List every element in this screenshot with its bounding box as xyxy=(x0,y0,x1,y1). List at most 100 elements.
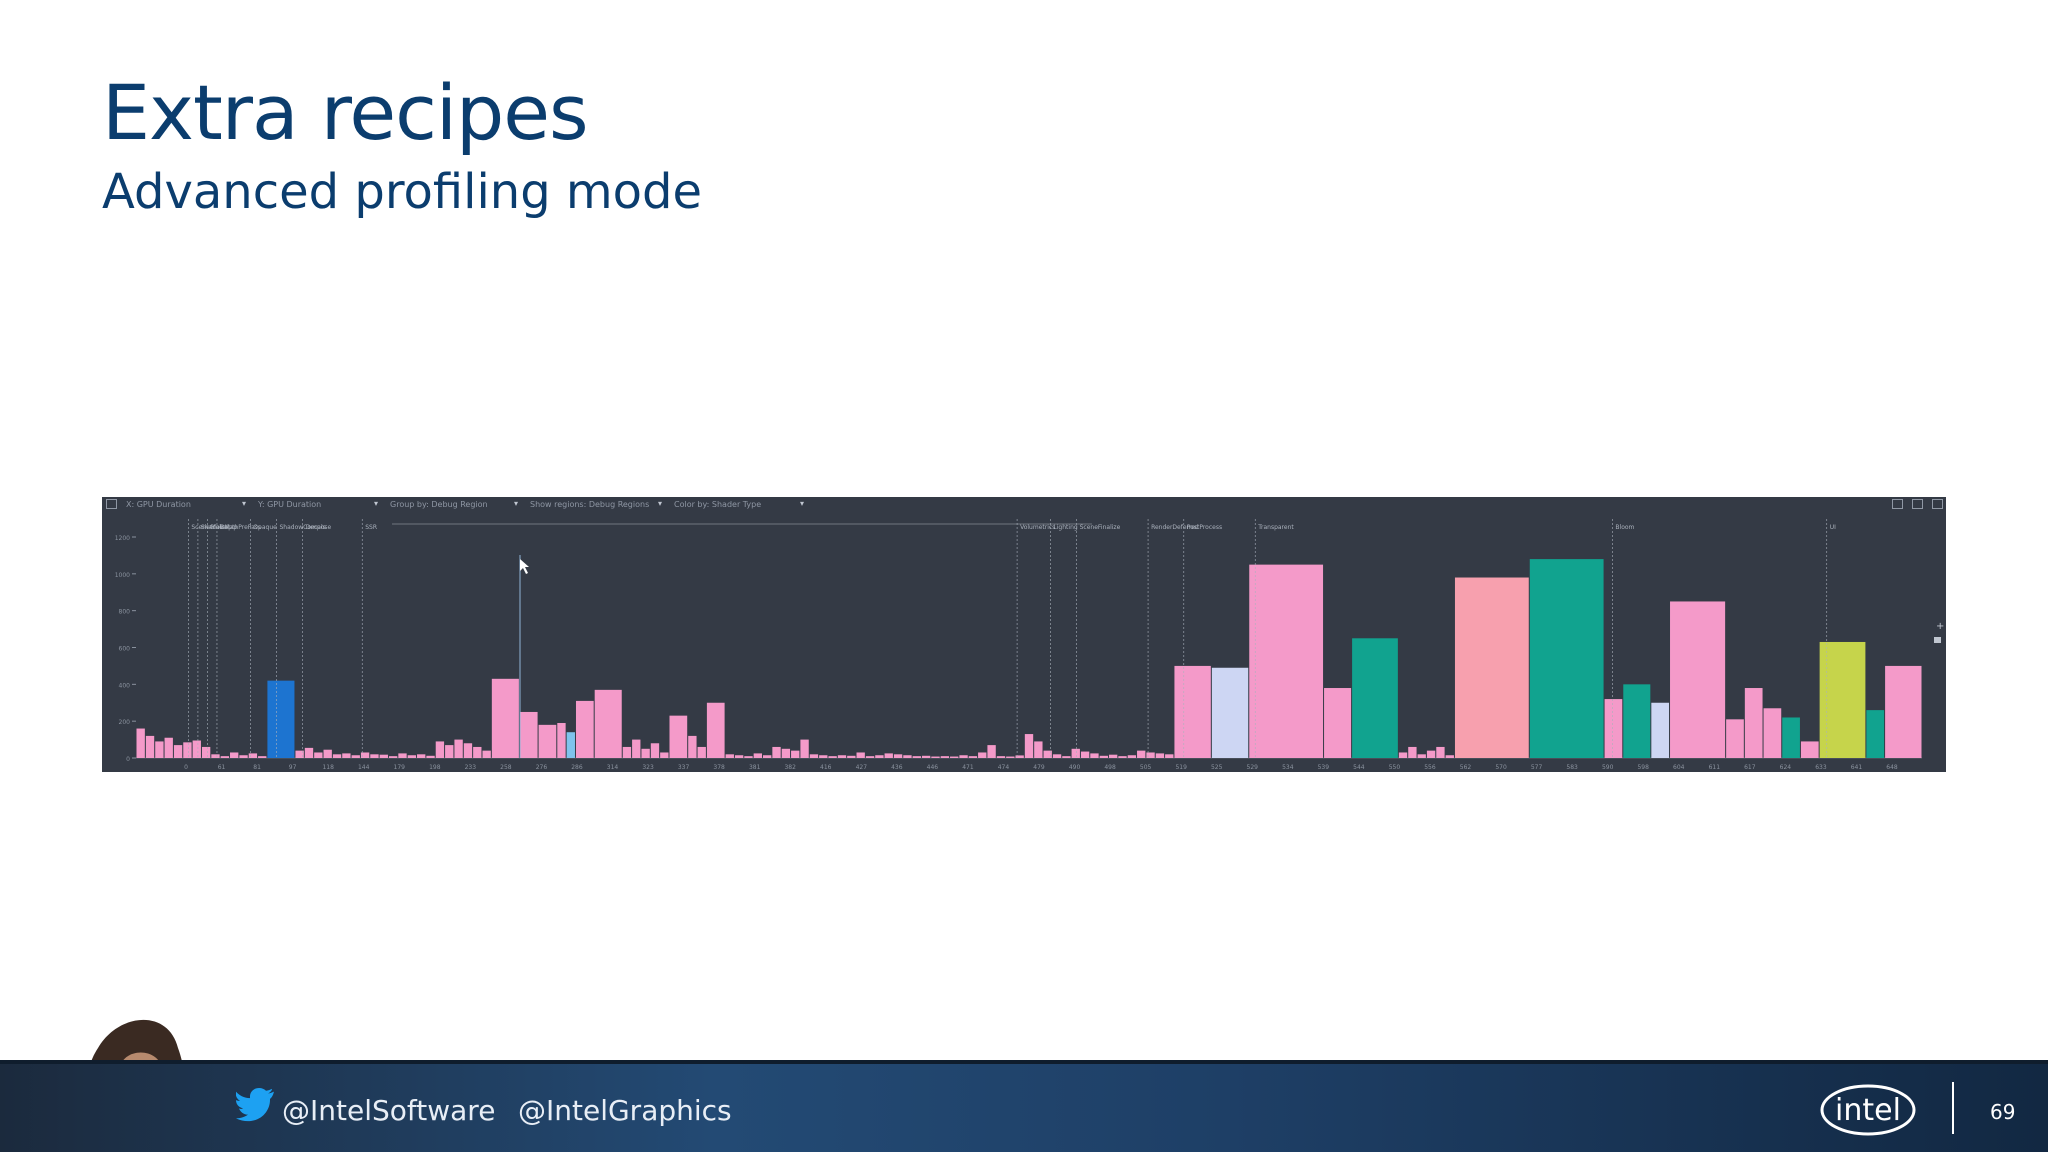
x-tick-label: 590 xyxy=(1602,764,1614,771)
x-tick-label: 258 xyxy=(500,764,512,771)
bar xyxy=(258,756,267,758)
share-icon[interactable] xyxy=(1892,499,1903,509)
bar xyxy=(1006,756,1015,758)
region-label: RenderDeferred xyxy=(1151,524,1199,531)
chevron-down-icon[interactable]: ▾ xyxy=(374,499,379,508)
group-by-dropdown[interactable]: Group by: Debug Region xyxy=(390,500,488,509)
region-label: Main xyxy=(210,524,225,531)
y-tick-label: 0 xyxy=(126,756,130,763)
bar xyxy=(1744,688,1763,758)
bar xyxy=(491,678,519,758)
x-tick-label: 276 xyxy=(536,764,548,771)
x-tick-label: 179 xyxy=(394,764,406,771)
twitter-bird-icon[interactable] xyxy=(236,1088,276,1122)
x-tick-label: 381 xyxy=(749,764,761,771)
x-tick-label: 648 xyxy=(1886,764,1898,771)
bar xyxy=(1211,667,1249,758)
x-tick-label: 314 xyxy=(607,764,619,771)
x-tick-label: 505 xyxy=(1140,764,1152,771)
x-tick-label: 556 xyxy=(1424,764,1436,771)
twitter-handle-intel-software[interactable]: @IntelSoftware xyxy=(282,1094,496,1127)
x-tick-label: 583 xyxy=(1566,764,1578,771)
x-tick-label: 198 xyxy=(429,764,441,771)
image-icon[interactable] xyxy=(1932,499,1943,509)
bar xyxy=(1763,708,1782,758)
bar xyxy=(557,723,566,758)
bar xyxy=(1866,710,1885,758)
lock-icon-small xyxy=(1934,637,1941,643)
bar xyxy=(1155,753,1165,758)
bar xyxy=(1324,688,1352,758)
x-tick-label: 81 xyxy=(253,764,261,771)
bar xyxy=(1137,750,1146,758)
chevron-down-icon[interactable]: ▾ xyxy=(658,499,663,508)
show-regions-dropdown[interactable]: Show regions: Debug Regions xyxy=(530,500,650,509)
bar xyxy=(791,750,800,758)
x-tick-label: 498 xyxy=(1104,764,1116,771)
export-icon[interactable] xyxy=(1912,499,1923,509)
region-label: Decals xyxy=(306,524,326,531)
bar xyxy=(304,747,314,758)
bar xyxy=(828,756,837,758)
bar xyxy=(706,702,725,758)
bar xyxy=(145,735,155,758)
bar xyxy=(996,756,1006,758)
bar xyxy=(1062,756,1071,758)
y-axis-dropdown[interactable]: Y: GPU Duration xyxy=(258,500,322,509)
bar xyxy=(940,756,950,758)
x-tick-label: 416 xyxy=(820,764,832,771)
x-axis-dropdown[interactable]: X: GPU Duration xyxy=(126,500,191,509)
bar xyxy=(1099,755,1108,758)
region-label: ShadowMap xyxy=(201,524,238,531)
zoom-in-icon: + xyxy=(1936,621,1944,632)
bar xyxy=(1165,754,1174,758)
x-tick-label: 378 xyxy=(713,764,725,771)
bar xyxy=(1174,665,1211,758)
bar xyxy=(1024,734,1034,758)
bar xyxy=(407,755,417,758)
slide-title: Extra recipes xyxy=(102,68,589,157)
y-tick-label: 1000 xyxy=(115,572,130,579)
bar xyxy=(173,745,183,758)
mouse-cursor-icon xyxy=(520,559,529,574)
bar xyxy=(725,754,734,758)
bar xyxy=(1118,756,1127,758)
region-label: ShadowCompose xyxy=(279,524,331,531)
x-tick-label: 617 xyxy=(1744,764,1756,771)
lock-icon[interactable] xyxy=(106,499,117,509)
chevron-down-icon[interactable]: ▾ xyxy=(800,499,805,508)
bar xyxy=(968,756,978,758)
bar xyxy=(1034,741,1043,758)
bar xyxy=(248,753,258,758)
bar xyxy=(332,754,342,758)
bar xyxy=(1080,751,1090,758)
bar xyxy=(734,755,744,758)
color-by-dropdown[interactable]: Color by: Shader Type xyxy=(674,500,762,509)
bar xyxy=(566,732,575,758)
bar xyxy=(183,742,192,758)
bar xyxy=(1043,750,1052,758)
bar xyxy=(1782,717,1800,758)
bar xyxy=(1800,741,1819,758)
bar xyxy=(931,756,940,758)
bar xyxy=(1352,638,1398,758)
bar xyxy=(1052,754,1062,758)
bar xyxy=(1015,755,1024,758)
bar xyxy=(893,754,903,758)
footer-bar xyxy=(0,1060,2048,1152)
bar xyxy=(1108,754,1118,758)
intel-logo-icon: intel xyxy=(1820,1084,1916,1136)
region-label: PostProcess xyxy=(1187,524,1222,531)
bar xyxy=(136,728,145,758)
bar xyxy=(398,753,407,758)
x-tick-label: 0 xyxy=(184,764,188,771)
x-tick-label: 633 xyxy=(1815,764,1827,771)
twitter-handle-intel-graphics[interactable]: @IntelGraphics xyxy=(518,1094,732,1127)
region-label: Transparent xyxy=(1257,524,1294,531)
bar xyxy=(688,735,697,758)
chevron-down-icon[interactable]: ▾ xyxy=(514,499,519,508)
chevron-down-icon[interactable]: ▾ xyxy=(242,499,247,508)
bar xyxy=(1604,699,1623,758)
x-tick-label: 337 xyxy=(678,764,690,771)
bar xyxy=(1623,684,1651,758)
